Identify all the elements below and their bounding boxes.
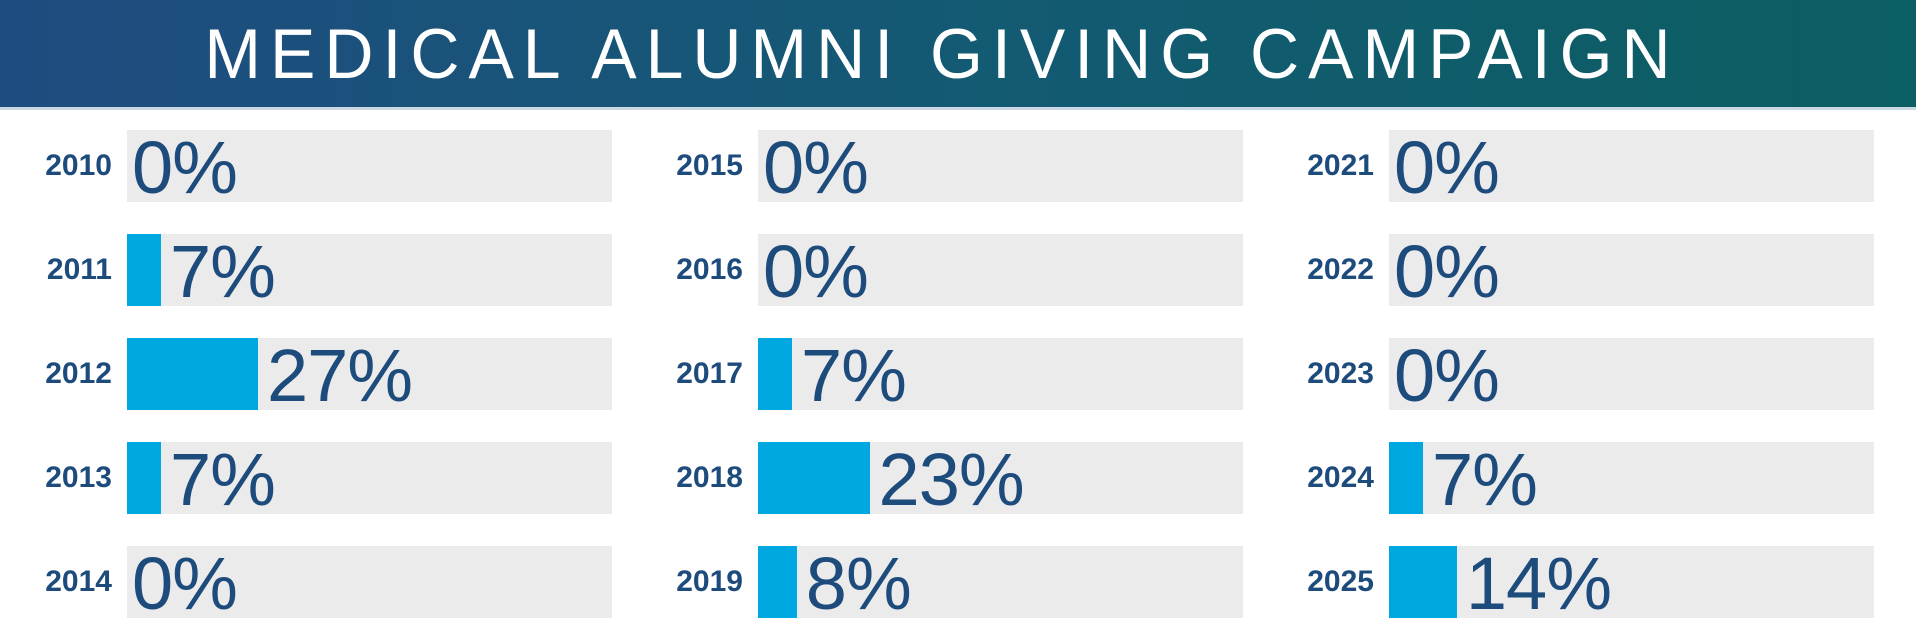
bar-value-label: 7% [1431, 438, 1538, 521]
year-label: 2019 [676, 565, 743, 598]
year-label: 2016 [676, 253, 743, 286]
year-row: 2024 7% [1300, 438, 1874, 521]
bar-track: 0% [127, 542, 612, 625]
giving-campaign-chart: 2010 0% 2011 7% 2012 27% 2013 7% 2014 0% 2015 0% 201… [0, 110, 1916, 625]
year-row: 2013 7% [38, 438, 612, 521]
bar-value-label: 0% [763, 230, 869, 313]
year-label: 2021 [1307, 149, 1374, 182]
year-row: 2012 27% [38, 334, 612, 417]
year-label: 2018 [676, 461, 743, 494]
bar-value-label: 0% [1394, 126, 1500, 209]
bar-value-label: 8% [805, 542, 912, 625]
year-row: 2011 7% [38, 230, 612, 313]
bar-value-label: 0% [1394, 334, 1500, 417]
chart-column: 2021 0% 2022 0% 2023 0% 2024 7% 2025 14% [1300, 126, 1874, 625]
year-label: 2025 [1307, 565, 1374, 598]
bar-track: 14% [1389, 542, 1874, 625]
year-label: 2023 [1307, 357, 1374, 390]
bar-fill [758, 442, 870, 514]
bar-track: 0% [127, 126, 612, 209]
year-row: 2016 0% [669, 230, 1243, 313]
bar-fill [127, 234, 161, 306]
bar-value-label: 0% [132, 542, 238, 625]
year-label: 2011 [46, 253, 112, 286]
bar-value-label: 23% [878, 438, 1025, 521]
bar-track: 7% [127, 438, 612, 521]
campaign-header: MEDICAL ALUMNI GIVING CAMPAIGN [0, 0, 1916, 110]
bar-fill [127, 442, 161, 514]
year-row: 2014 0% [38, 542, 612, 625]
year-row: 2010 0% [38, 126, 612, 209]
year-row: 2017 7% [669, 334, 1243, 417]
year-row: 2021 0% [1300, 126, 1874, 209]
year-label: 2013 [45, 461, 112, 494]
bar-track: 0% [1389, 230, 1874, 313]
year-row: 2022 0% [1300, 230, 1874, 313]
bar-track: 0% [1389, 334, 1874, 417]
chart-column: 2010 0% 2011 7% 2012 27% 2013 7% 2014 0% [38, 126, 612, 625]
bar-value-label: 0% [132, 126, 238, 209]
bar-value-label: 0% [763, 126, 869, 209]
bar-track: 0% [758, 126, 1243, 209]
bar-value-label: 14% [1465, 542, 1612, 625]
bar-value-label: 7% [169, 438, 276, 521]
year-label: 2017 [676, 357, 743, 390]
year-label: 2022 [1307, 253, 1374, 286]
bar-fill [127, 338, 258, 410]
year-label: 2012 [45, 357, 112, 390]
year-row: 2023 0% [1300, 334, 1874, 417]
year-row: 2015 0% [669, 126, 1243, 209]
bar-value-label: 7% [169, 230, 276, 313]
bar-fill [1389, 442, 1423, 514]
bar-track: 7% [127, 230, 612, 313]
year-label: 2015 [676, 149, 743, 182]
year-row: 2019 8% [669, 542, 1243, 625]
bar-fill [758, 546, 797, 618]
campaign-title: MEDICAL ALUMNI GIVING CAMPAIGN [204, 13, 1680, 94]
bar-track: 8% [758, 542, 1243, 625]
year-label: 2010 [45, 149, 112, 182]
year-label: 2024 [1307, 461, 1374, 494]
year-label: 2014 [45, 565, 112, 598]
bar-track: 27% [127, 334, 612, 417]
bar-value-label: 0% [1394, 230, 1500, 313]
bar-fill [1389, 546, 1457, 618]
bar-track: 0% [758, 230, 1243, 313]
chart-column: 2015 0% 2016 0% 2017 7% 2018 23% 2019 8% [669, 126, 1243, 625]
bar-value-label: 7% [800, 334, 907, 417]
bar-track: 23% [758, 438, 1243, 521]
bar-track: 0% [1389, 126, 1874, 209]
bar-track: 7% [1389, 438, 1874, 521]
bar-fill [758, 338, 792, 410]
bar-track: 7% [758, 334, 1243, 417]
bar-value-label: 27% [266, 334, 413, 417]
year-row: 2018 23% [669, 438, 1243, 521]
year-row: 2025 14% [1300, 542, 1874, 625]
